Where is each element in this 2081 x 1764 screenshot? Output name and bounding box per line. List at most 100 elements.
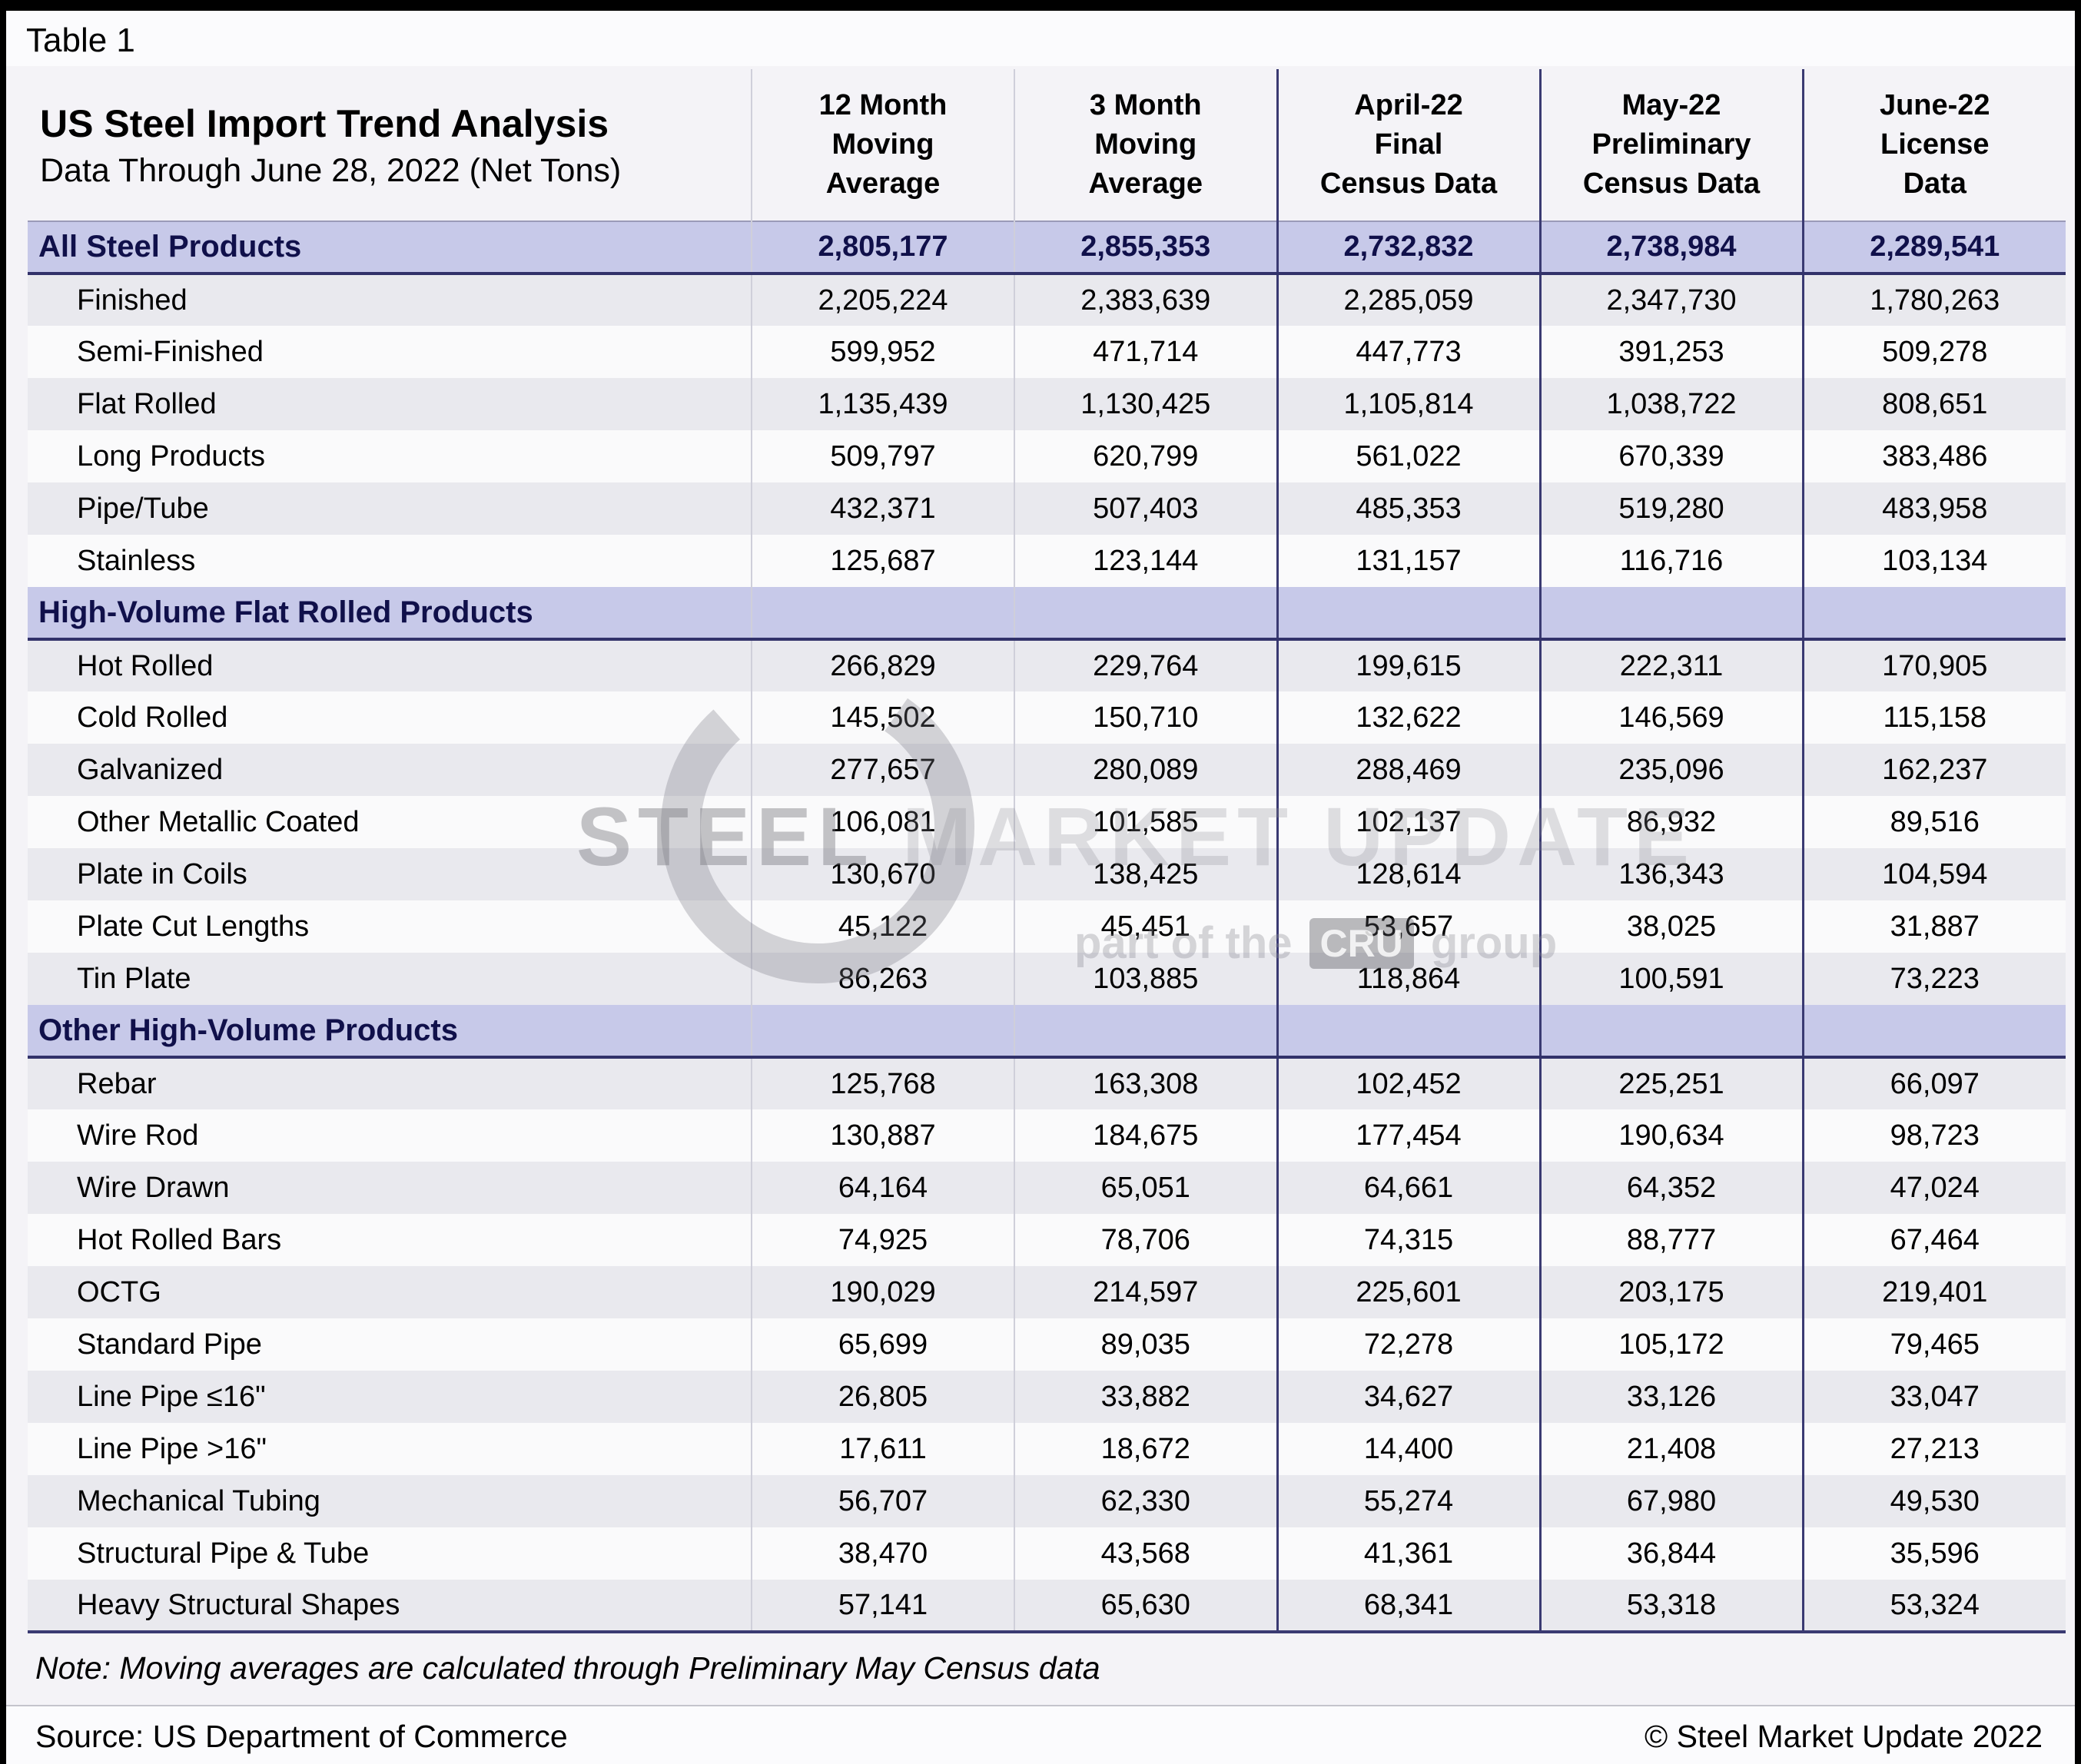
cell-value: 190,029 — [751, 1266, 1014, 1318]
table-row: Plate Cut Lengths 45,122 45,451 53,657 38,02… — [28, 900, 2066, 953]
cell-value: 2,205,224 — [751, 274, 1014, 326]
column-header-line: Data — [1903, 167, 1966, 201]
section-value — [1276, 1005, 1540, 1059]
table-title: US Steel Import Trend Analysis — [40, 101, 609, 145]
section-value: 2,738,984 — [1538, 221, 1803, 275]
cell-value: 68,341 — [1276, 1580, 1540, 1632]
cell-value: 115,158 — [1801, 691, 2066, 744]
cell-value: 56,707 — [751, 1475, 1014, 1527]
table-row: Other Metallic Coated 106,081 101,585 102,1… — [28, 796, 2066, 848]
cell-value: 74,315 — [1276, 1214, 1540, 1266]
cell-value: 146,569 — [1538, 691, 1803, 744]
row-label: Other Metallic Coated — [28, 796, 752, 848]
cell-value: 55,274 — [1276, 1475, 1540, 1527]
cell-value: 38,025 — [1538, 900, 1803, 953]
cell-value: 214,597 — [1014, 1266, 1277, 1318]
cell-value: 103,134 — [1801, 535, 2066, 587]
cell-value: 67,464 — [1801, 1214, 2066, 1266]
cell-value: 21,408 — [1538, 1423, 1803, 1475]
column-header-line: 3 Month — [1089, 88, 1202, 121]
cell-value: 229,764 — [1014, 639, 1277, 691]
cell-value: 808,651 — [1801, 378, 2066, 430]
column-header-line: Preliminary — [1591, 128, 1751, 161]
cell-value: 447,773 — [1276, 326, 1540, 378]
cell-value: 1,105,814 — [1276, 378, 1540, 430]
cell-value: 2,347,730 — [1538, 274, 1803, 326]
row-label: Stainless — [28, 535, 752, 587]
cell-value: 47,024 — [1801, 1162, 2066, 1214]
section-value — [751, 587, 1014, 641]
section-label: High-Volume Flat Rolled Products — [28, 587, 752, 641]
cell-value: 65,630 — [1014, 1580, 1277, 1632]
section-value — [1801, 1005, 2066, 1059]
cell-value: 432,371 — [751, 482, 1014, 535]
table-number-label: Table 1 — [6, 11, 2075, 66]
cell-value: 45,122 — [751, 900, 1014, 953]
row-label: Flat Rolled — [28, 378, 752, 430]
column-header-line: Census Data — [1319, 167, 1498, 201]
column-header-3-month-moving-average: 3 Month Moving Average — [1014, 69, 1277, 221]
column-header-june-22-license-data: June-22 License Data — [1801, 69, 2066, 221]
cell-value: 483,958 — [1801, 482, 2066, 535]
section-header-row: All Steel Products 2,805,177 2,855,353 2,73… — [28, 221, 2066, 275]
cell-value: 31,887 — [1801, 900, 2066, 953]
table-row: Rebar 125,768 163,308 102,452 225,251 66,097 — [28, 1057, 2066, 1109]
column-header-line: Average — [1088, 167, 1203, 201]
cell-value: 219,401 — [1801, 1266, 2066, 1318]
cell-value: 116,716 — [1538, 535, 1803, 587]
cell-value: 118,864 — [1276, 953, 1540, 1005]
table-row: Mechanical Tubing 56,707 62,330 55,274 67,98… — [28, 1475, 2066, 1527]
table-row: Hot Rolled 266,829 229,764 199,615 222,311 17… — [28, 639, 2066, 691]
cell-value: 561,022 — [1276, 430, 1540, 482]
cell-value: 123,144 — [1014, 535, 1277, 587]
table-row: Wire Rod 130,887 184,675 177,454 190,634 98,7… — [28, 1109, 2066, 1162]
cell-value: 33,047 — [1801, 1371, 2066, 1423]
cell-value: 105,172 — [1538, 1318, 1803, 1371]
cell-value: 199,615 — [1276, 639, 1540, 691]
column-header-line: License — [1880, 128, 1990, 161]
cell-value: 203,175 — [1538, 1266, 1803, 1318]
cell-value: 125,687 — [751, 535, 1014, 587]
section-value: 2,289,541 — [1801, 221, 2066, 275]
row-label: Pipe/Tube — [28, 482, 752, 535]
column-header-line: May-22 — [1621, 88, 1721, 121]
row-label: Cold Rolled — [28, 691, 752, 744]
cell-value: 33,882 — [1014, 1371, 1277, 1423]
cell-value: 57,141 — [751, 1580, 1014, 1632]
row-label: Line Pipe >16" — [28, 1423, 752, 1475]
cell-value: 67,980 — [1538, 1475, 1803, 1527]
source-row: Source: US Department of Commerce © Stee… — [6, 1705, 2075, 1764]
cell-value: 277,657 — [751, 744, 1014, 796]
cell-value: 485,353 — [1276, 482, 1540, 535]
section-value — [1801, 587, 2066, 641]
cell-value: 14,400 — [1276, 1423, 1540, 1475]
cell-value: 471,714 — [1014, 326, 1277, 378]
cell-value: 280,089 — [1014, 744, 1277, 796]
column-header-line: Moving — [831, 128, 934, 161]
cell-value: 266,829 — [751, 639, 1014, 691]
cell-value: 102,137 — [1276, 796, 1540, 848]
cell-value: 2,383,639 — [1014, 274, 1277, 326]
steel-import-table: US Steel Import Trend Analysis Data Thro… — [28, 69, 2066, 1633]
row-label: Finished — [28, 274, 752, 326]
cell-value: 235,096 — [1538, 744, 1803, 796]
cell-value: 38,470 — [751, 1527, 1014, 1580]
table-row: Long Products 509,797 620,799 561,022 670,33… — [28, 430, 2066, 482]
cell-value: 509,278 — [1801, 326, 2066, 378]
cell-value: 74,925 — [751, 1214, 1014, 1266]
cell-value: 18,672 — [1014, 1423, 1277, 1475]
row-label: Heavy Structural Shapes — [28, 1580, 752, 1632]
cell-value: 1,038,722 — [1538, 378, 1803, 430]
cell-value: 1,130,425 — [1014, 378, 1277, 430]
cell-value: 101,585 — [1014, 796, 1277, 848]
cell-value: 1,780,263 — [1801, 274, 2066, 326]
row-label: Hot Rolled — [28, 639, 752, 691]
cell-value: 66,097 — [1801, 1057, 2066, 1109]
cell-value: 130,887 — [751, 1109, 1014, 1162]
section-value: 2,855,353 — [1014, 221, 1277, 275]
table-row: Stainless 125,687 123,144 131,157 116,716 103… — [28, 535, 2066, 587]
footnote: Note: Moving averages are calculated thr… — [35, 1650, 1100, 1686]
header-row: US Steel Import Trend Analysis Data Thro… — [28, 69, 2066, 221]
table-row: Hot Rolled Bars 74,925 78,706 74,315 88,777 6… — [28, 1214, 2066, 1266]
